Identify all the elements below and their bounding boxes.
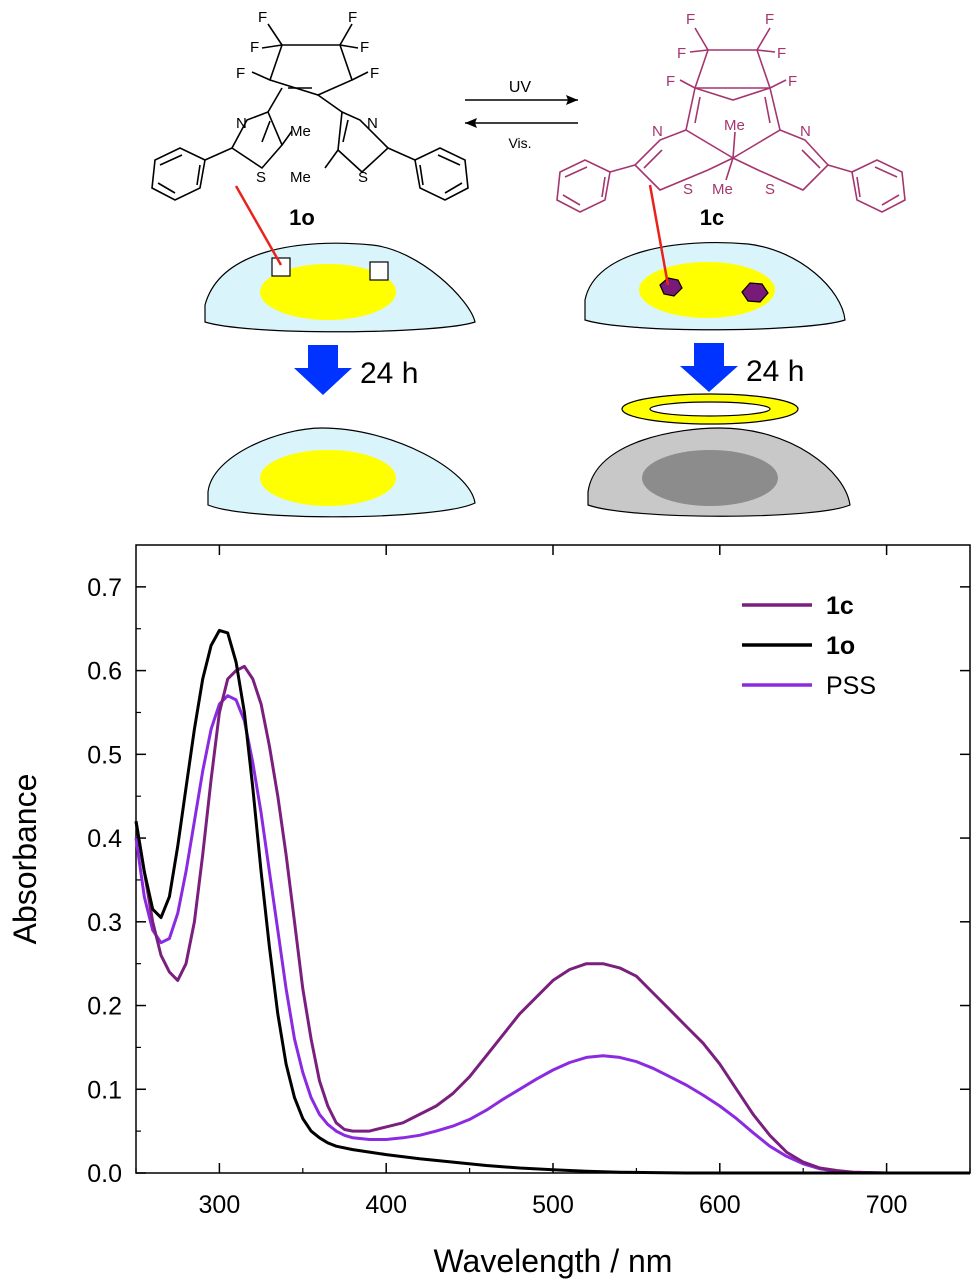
- x-tick-label: 300: [199, 1191, 241, 1219]
- y-tick-label: 0.2: [87, 993, 122, 1021]
- atom-f: F: [250, 39, 259, 56]
- arrow-right-24h: [680, 343, 738, 392]
- series-line-pss: [134, 694, 970, 1175]
- y-axis-title: Absorbance: [7, 774, 43, 945]
- atom-f: F: [258, 9, 267, 26]
- x-tick-label: 600: [699, 1191, 741, 1219]
- arrow-left-24h: [294, 345, 352, 395]
- closed-isomer-atom-labels: F F F F F F N N S S Me Me: [652, 11, 811, 198]
- atom-f: F: [236, 65, 245, 82]
- atom-s: S: [358, 169, 368, 186]
- atom-me: Me: [712, 181, 733, 198]
- absorbance-spectrum-chart: 0.0 0.1 0.2 0.3 0.4 0.5 0.6 0.7 300 400 500 600 700…: [7, 544, 971, 1279]
- atom-n: N: [236, 115, 247, 132]
- y-tick-label: 0.7: [87, 574, 122, 602]
- legend-label: PSS: [826, 672, 876, 700]
- atom-s: S: [765, 181, 775, 198]
- legend-label: 1c: [826, 592, 854, 620]
- atom-f: F: [686, 11, 695, 28]
- atom-s: S: [683, 181, 693, 198]
- y-tick-label: 0.0: [87, 1160, 122, 1188]
- open-isomer-structure: [151, 23, 469, 201]
- pointer-line: [648, 184, 670, 286]
- closed-isomer-label: 1c: [700, 205, 724, 230]
- open-isomer-marker: [369, 261, 389, 281]
- nucleus: [642, 450, 778, 506]
- y-tick-label: 0.4: [87, 825, 122, 853]
- atom-f: F: [360, 39, 369, 56]
- atom-me: Me: [724, 117, 745, 134]
- atom-f: F: [348, 9, 357, 26]
- x-axis: 300 400 500 600 700: [135, 545, 971, 1219]
- y-tick-label: 0.3: [87, 909, 122, 937]
- open-isomer-atom-labels: F F F F F F N N S S Me Me: [236, 9, 379, 186]
- atom-n: N: [652, 123, 663, 140]
- cell-open-alive: [207, 427, 476, 518]
- atom-f: F: [370, 65, 379, 82]
- series-lines: [134, 628, 970, 1175]
- atom-f: F: [777, 45, 786, 62]
- atom-f: F: [666, 73, 675, 90]
- closed-isomer-marker: [741, 282, 769, 303]
- x-tick-label: 700: [866, 1191, 908, 1219]
- nucleus: [260, 264, 396, 320]
- halo-icon: [621, 393, 799, 425]
- nucleus: [639, 262, 775, 318]
- series-line-1c: [134, 664, 970, 1175]
- legend-label: 1o: [826, 632, 855, 660]
- atom-f: F: [677, 45, 686, 62]
- atom-me: Me: [290, 169, 311, 186]
- open-isomer-label: 1o: [289, 205, 315, 230]
- uv-label: UV: [509, 79, 532, 96]
- legend: 1c 1o PSS: [742, 592, 876, 700]
- atom-f: F: [765, 11, 774, 28]
- nucleus: [260, 450, 396, 506]
- atom-n: N: [367, 115, 378, 132]
- vis-label: Vis.: [508, 135, 531, 151]
- closed-isomer-structure: [556, 27, 906, 213]
- time-label-right: 24 h: [746, 355, 804, 388]
- series-line-1o: [134, 628, 970, 1175]
- time-label-left: 24 h: [360, 357, 418, 390]
- atom-f: F: [788, 73, 797, 90]
- atom-n: N: [800, 123, 811, 140]
- x-axis-title: Wavelength / nm: [434, 1243, 673, 1279]
- pointer-line: [234, 185, 283, 266]
- y-tick-label: 0.5: [87, 741, 122, 769]
- atom-s: S: [256, 169, 266, 186]
- cell-closed-treated: [584, 242, 846, 331]
- photoswitch-scheme: F F F F F F N N S S Me Me 1o UV Vis.: [151, 9, 906, 518]
- x-tick-label: 500: [532, 1191, 574, 1219]
- cell-closed-dead: [587, 427, 851, 517]
- y-tick-label: 0.1: [87, 1076, 122, 1104]
- x-tick-label: 400: [365, 1191, 407, 1219]
- equilibrium-arrows: [465, 95, 578, 128]
- y-tick-label: 0.6: [87, 658, 122, 686]
- open-isomer-marker: [271, 257, 291, 277]
- atom-me: Me: [290, 123, 311, 140]
- y-axis: 0.0 0.1 0.2 0.3 0.4 0.5 0.6 0.7: [87, 574, 970, 1188]
- cell-open-treated: [204, 242, 476, 333]
